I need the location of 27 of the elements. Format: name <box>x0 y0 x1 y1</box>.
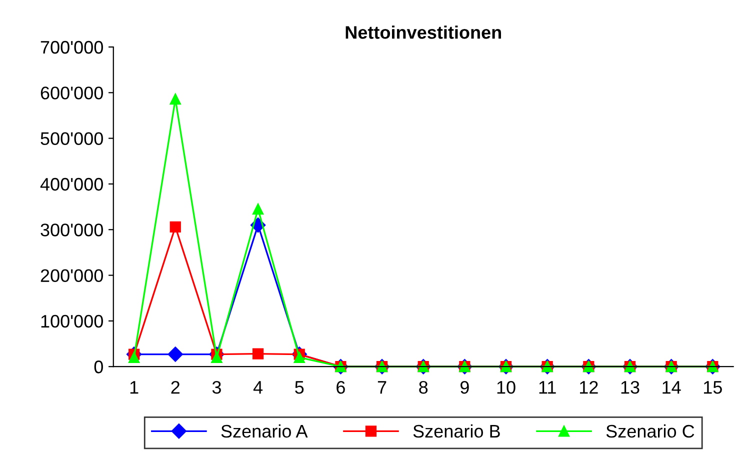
x-tick-label: 4 <box>253 381 263 394</box>
x-tick-label: 6 <box>336 380 345 394</box>
x-tick-label: 10 <box>497 380 516 394</box>
x-tick-label: 1 <box>130 381 138 394</box>
x-tick-label: 2 <box>171 380 180 394</box>
x-tick-label: 11 <box>539 381 556 394</box>
x-tick-label: 3 <box>212 380 221 394</box>
y-tick-label: 700'000 <box>40 40 103 54</box>
x-tick-label: 8 <box>419 380 428 394</box>
y-tick-label: 300'000 <box>40 224 103 236</box>
y-tick-label: 400'000 <box>40 178 103 191</box>
chart-title: Nettoinvestitionen <box>346 26 501 39</box>
x-tick-label: 13 <box>621 380 640 394</box>
y-tick-label: 500'000 <box>40 132 103 146</box>
x-tick-label: 5 <box>295 381 304 394</box>
y-tick-label: 100'000 <box>41 314 103 328</box>
legend-label: Szenario C <box>606 424 694 438</box>
y-tick-label: 200'000 <box>40 269 103 282</box>
y-tick-label: 0 <box>94 360 103 374</box>
x-tick-label: 9 <box>460 380 469 394</box>
x-tick-label: 12 <box>580 380 598 394</box>
legend-label: Szenario B <box>413 424 500 438</box>
x-tick-label: 14 <box>662 381 681 394</box>
y-tick-label: 600'000 <box>40 86 103 100</box>
x-tick-label: 15 <box>704 381 722 394</box>
legend-label: Szenario A <box>221 424 308 438</box>
x-tick-label: 7 <box>378 381 386 394</box>
